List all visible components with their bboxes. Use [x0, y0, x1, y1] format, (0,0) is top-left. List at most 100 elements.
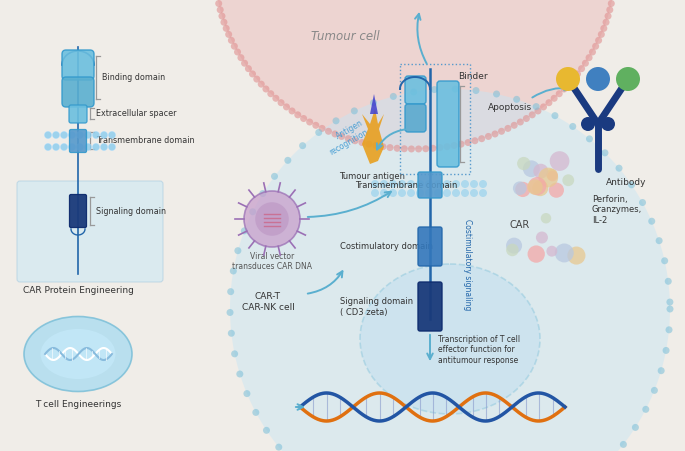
Circle shape: [425, 180, 433, 189]
Circle shape: [527, 246, 545, 263]
Circle shape: [666, 327, 673, 334]
Circle shape: [574, 71, 581, 78]
Circle shape: [108, 144, 116, 151]
Text: Transmembrane domain: Transmembrane domain: [96, 136, 195, 145]
Ellipse shape: [230, 90, 670, 451]
FancyBboxPatch shape: [418, 282, 442, 331]
Circle shape: [416, 180, 424, 189]
Circle shape: [288, 108, 295, 115]
Circle shape: [444, 144, 451, 151]
Circle shape: [92, 132, 99, 139]
Circle shape: [429, 146, 436, 152]
Circle shape: [422, 146, 429, 153]
Circle shape: [667, 299, 673, 306]
Circle shape: [259, 191, 266, 198]
Text: CAR-T
CAR-NK cell: CAR-T CAR-NK cell: [242, 292, 295, 311]
FancyBboxPatch shape: [62, 78, 94, 108]
Circle shape: [380, 189, 388, 198]
Circle shape: [53, 132, 60, 139]
Circle shape: [371, 180, 379, 189]
Circle shape: [656, 238, 662, 244]
Circle shape: [365, 141, 373, 148]
Circle shape: [231, 350, 238, 358]
Circle shape: [492, 131, 499, 138]
Circle shape: [556, 91, 562, 98]
Circle shape: [545, 100, 552, 107]
Circle shape: [471, 138, 478, 145]
Ellipse shape: [40, 329, 116, 379]
Circle shape: [443, 189, 451, 198]
Circle shape: [603, 20, 610, 27]
Circle shape: [238, 55, 245, 62]
Text: T cell Engineerings: T cell Engineerings: [35, 399, 121, 408]
Circle shape: [461, 180, 469, 189]
Circle shape: [101, 132, 108, 139]
Circle shape: [461, 189, 469, 198]
Circle shape: [536, 232, 548, 244]
Circle shape: [299, 143, 306, 150]
Circle shape: [452, 180, 460, 189]
Circle shape: [371, 189, 379, 198]
Ellipse shape: [256, 203, 289, 236]
Circle shape: [643, 406, 649, 413]
Circle shape: [569, 124, 576, 131]
Circle shape: [434, 180, 442, 189]
Circle shape: [221, 20, 227, 27]
Circle shape: [306, 119, 313, 126]
Circle shape: [662, 347, 669, 354]
Circle shape: [664, 278, 672, 285]
Circle shape: [616, 166, 623, 172]
Circle shape: [551, 113, 558, 120]
Circle shape: [586, 55, 593, 62]
Circle shape: [243, 390, 251, 397]
Circle shape: [225, 32, 232, 39]
Circle shape: [527, 180, 543, 195]
Circle shape: [498, 129, 505, 135]
Text: Costimulatory signaling: Costimulatory signaling: [464, 219, 473, 310]
Circle shape: [416, 189, 424, 198]
Circle shape: [632, 424, 639, 431]
Circle shape: [228, 38, 235, 45]
Circle shape: [390, 94, 397, 101]
Circle shape: [351, 138, 358, 145]
Polygon shape: [362, 110, 384, 165]
FancyBboxPatch shape: [437, 82, 459, 168]
Circle shape: [379, 144, 386, 151]
Circle shape: [229, 268, 237, 275]
Circle shape: [517, 119, 524, 126]
Circle shape: [451, 87, 459, 93]
Circle shape: [547, 171, 558, 182]
Circle shape: [595, 38, 602, 45]
Circle shape: [408, 146, 415, 153]
Circle shape: [528, 178, 547, 196]
Circle shape: [555, 244, 574, 263]
Circle shape: [267, 91, 274, 98]
Circle shape: [661, 258, 668, 265]
Circle shape: [479, 189, 487, 198]
Circle shape: [667, 306, 673, 313]
FancyBboxPatch shape: [418, 173, 442, 198]
Circle shape: [639, 200, 646, 207]
Circle shape: [223, 26, 229, 33]
Text: Transmembrane domain: Transmembrane domain: [355, 181, 458, 190]
Circle shape: [515, 182, 530, 198]
Circle shape: [68, 132, 75, 139]
Circle shape: [277, 100, 284, 107]
Circle shape: [275, 444, 282, 451]
Circle shape: [601, 118, 615, 132]
Circle shape: [578, 66, 585, 73]
Circle shape: [245, 66, 252, 73]
Circle shape: [273, 96, 279, 102]
Circle shape: [648, 218, 656, 225]
Circle shape: [493, 91, 500, 98]
Circle shape: [283, 104, 290, 111]
Circle shape: [315, 130, 322, 137]
Circle shape: [592, 44, 599, 51]
Circle shape: [77, 144, 84, 151]
Circle shape: [219, 14, 225, 20]
Circle shape: [570, 76, 577, 83]
Circle shape: [470, 180, 478, 189]
Text: Viral vector
transduces CAR DNA: Viral vector transduces CAR DNA: [232, 252, 312, 271]
Circle shape: [658, 368, 664, 374]
Circle shape: [373, 143, 379, 150]
